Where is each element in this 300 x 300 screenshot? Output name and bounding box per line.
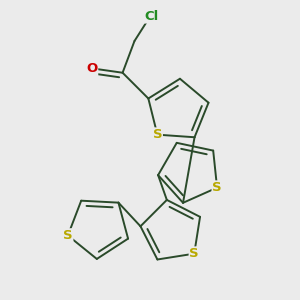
Text: S: S [152, 128, 162, 141]
Text: S: S [189, 247, 199, 260]
Text: S: S [63, 229, 73, 242]
Text: Cl: Cl [144, 10, 158, 23]
Text: O: O [86, 62, 98, 75]
Text: S: S [212, 181, 222, 194]
